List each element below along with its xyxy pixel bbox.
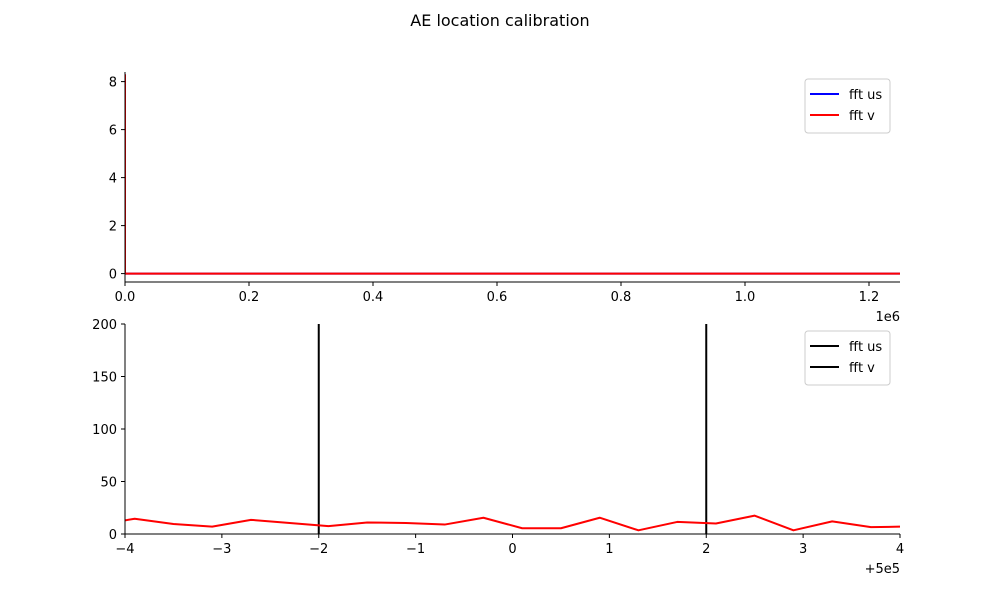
bottom-panel: −4 −3 −2 −1 0 1 2 3 4 0 50 100 150 200 +5e5 fft us fft v xyxy=(92,318,904,577)
y-tick-label: 2 xyxy=(109,220,117,235)
y-tick-label: 200 xyxy=(92,318,117,333)
figure-title: AE location calibration xyxy=(410,11,589,30)
x-offset-label: +5e5 xyxy=(865,562,900,577)
x-tick-label: 1.0 xyxy=(735,290,756,305)
x-tick-label: 2 xyxy=(702,542,710,557)
legend-label: fft us xyxy=(849,340,882,355)
x-tick-label: 1.2 xyxy=(859,290,880,305)
x-tick-label: −4 xyxy=(115,542,134,557)
x-tick-label: −1 xyxy=(406,542,425,557)
y-tick-label: 6 xyxy=(109,124,117,139)
legend-box xyxy=(804,330,891,386)
legend: fft us fft v xyxy=(804,78,891,134)
legend-box xyxy=(804,78,891,134)
y-tick-label: 0 xyxy=(109,528,117,543)
x-tick-label: 3 xyxy=(799,542,807,557)
x-tick-label: 0.2 xyxy=(239,290,260,305)
x-tick-label: 0.8 xyxy=(611,290,632,305)
legend: fft us fft v xyxy=(804,330,891,386)
x-tick-label: 0.6 xyxy=(487,290,508,305)
y-tick-label: 4 xyxy=(109,172,117,187)
legend-label: fft us xyxy=(849,88,882,103)
legend-label: fft v xyxy=(849,109,875,124)
legend-label: fft v xyxy=(849,361,875,376)
top-panel: 0.0 0.2 0.4 0.6 0.8 1.0 1.2 0 2 4 6 8 1e6 fft us fft v xyxy=(109,72,900,325)
x-tick-label: 0.0 xyxy=(115,290,136,305)
y-tick-label: 50 xyxy=(100,476,117,491)
y-tick-label: 8 xyxy=(109,76,117,91)
series-line-unnamed-1 xyxy=(125,514,900,532)
series-line-fft-us-0 xyxy=(125,74,900,275)
y-tick-label: 150 xyxy=(92,371,117,386)
y-tick-label: 0 xyxy=(109,268,117,283)
plot-area-0 xyxy=(125,74,900,275)
x-tick-label: −3 xyxy=(212,542,231,557)
plot-area-1 xyxy=(125,324,900,534)
series-line-fft-v-0 xyxy=(125,74,900,275)
x-offset-label: 1e6 xyxy=(875,310,900,325)
x-tick-label: −2 xyxy=(309,542,328,557)
x-tick-label: 0.4 xyxy=(363,290,384,305)
x-tick-label: 4 xyxy=(896,542,904,557)
x-tick-label: 0 xyxy=(508,542,516,557)
y-tick-label: 100 xyxy=(92,423,117,438)
x-tick-label: 1 xyxy=(605,542,613,557)
